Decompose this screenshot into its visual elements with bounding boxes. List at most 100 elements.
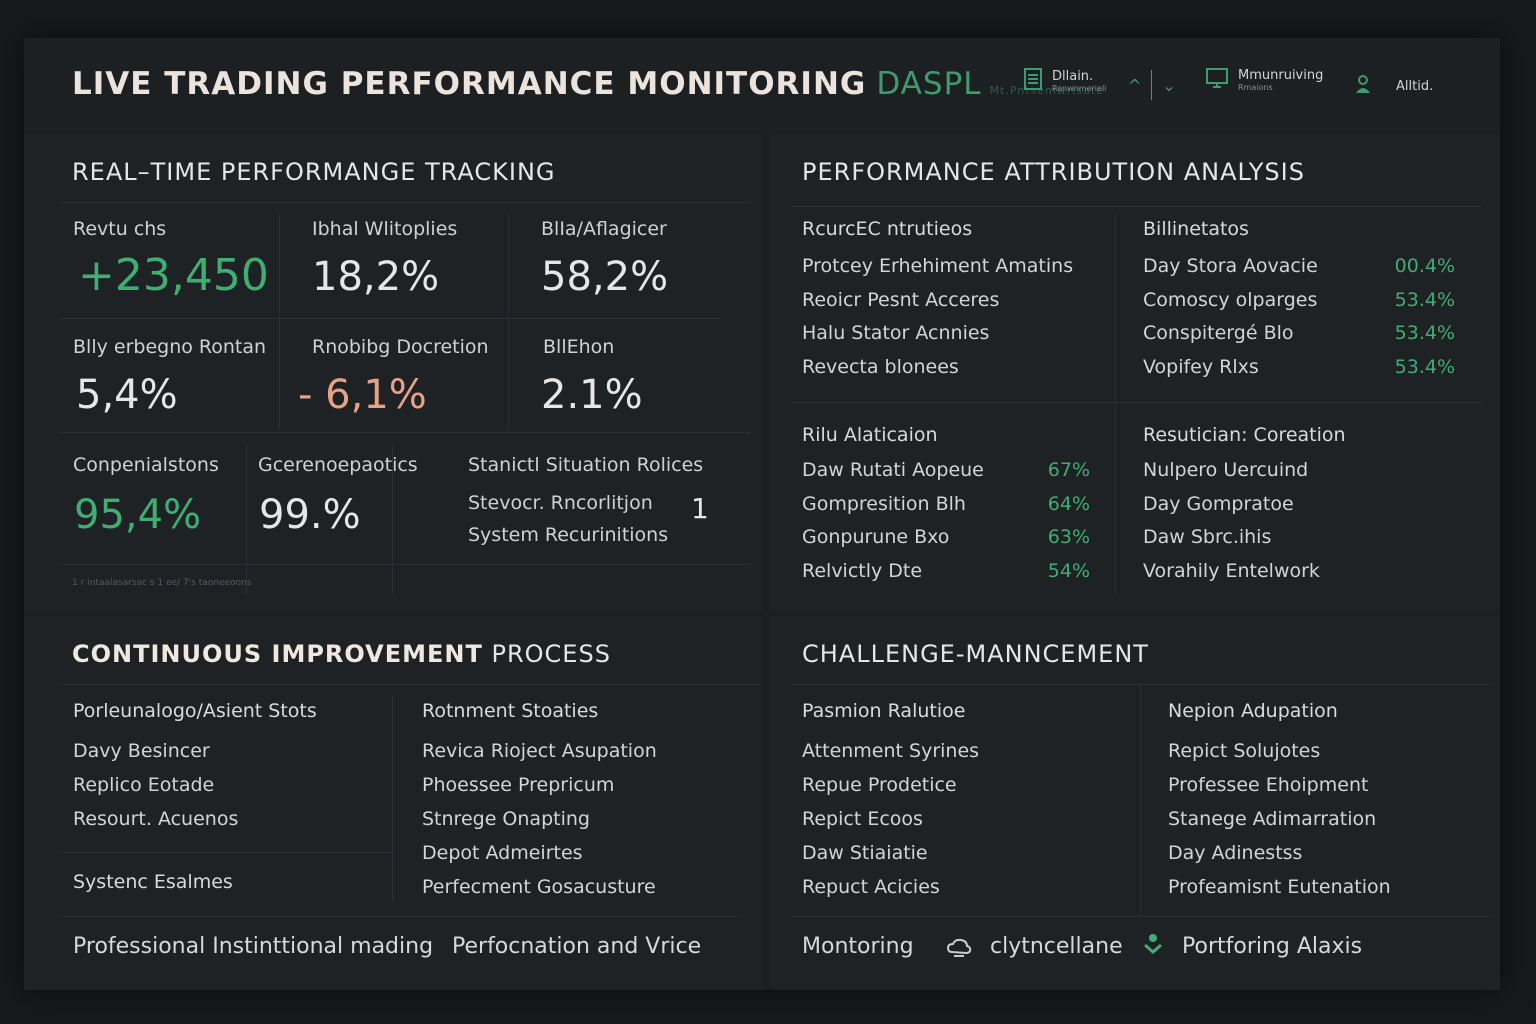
divider [60, 852, 392, 853]
improvement-panel: CONTINUOUS IMPROVEMENT PROCESS Porleunal… [24, 616, 762, 990]
list-item-pct: 54% [1047, 559, 1090, 582]
attribution-left-list: Protcey Erhehiment Amatins Reoicr Pesnt … [802, 250, 1102, 384]
list-item-label: Gonpurune Bxo [802, 526, 950, 548]
list-item: Comoscy olparges 53.4% [1143, 284, 1455, 318]
footer-link[interactable]: Perfocnation and Vrice [452, 934, 702, 959]
subsection-heading: Billinetatos [1143, 218, 1249, 240]
footer-link[interactable]: Montoring [802, 934, 914, 959]
dashboard-frame: LIVE TRADING PERFORMANCE MONITORING DASPL… [24, 38, 1500, 990]
list-item: Halu Stator Acnnies [802, 322, 990, 344]
page-title-text: LIVE TRADING PERFORMANCE MONITORING [72, 66, 867, 102]
improvement-title-bold: CONTINUOUS IMPROVEMENT [72, 640, 483, 668]
list-item: Professee Ehoipment [1168, 774, 1369, 796]
attribution-right-list: Day Stora Aovacie 00.4% Comoscy olparges 5… [1143, 250, 1455, 384]
improvement-right-list: Revica Rioject Asupation Phoessee Prepri… [422, 734, 657, 904]
list-item-label: Daw Rutati Aopeue [802, 459, 984, 481]
list-item: Vorahily Entelwork [1143, 559, 1320, 582]
divider [1115, 214, 1116, 594]
attribution-bottom-right-list: Nulpero Uercuind Day Gompratoe Daw Sbrc.… [1143, 454, 1463, 588]
improvement-title-rest: PROCESS [491, 640, 611, 668]
metric-value: 18,2% [312, 254, 440, 300]
divider [392, 696, 393, 901]
header-docs-sub: Renwnmerieli [1052, 83, 1107, 93]
divider [792, 916, 1492, 917]
list-item-pct: 67% [1047, 459, 1090, 481]
subsection-heading: Rotnment Stoaties [422, 700, 599, 722]
metric-label: Blly erbegno Rontan [73, 336, 267, 358]
list-item: Day Gompratoe [1143, 492, 1294, 515]
subsection-footer: Systenc Esalmes [73, 871, 233, 893]
shield-check-icon [1142, 932, 1164, 960]
list-item-pct: 53.4% [1394, 288, 1455, 311]
list-item: Revecta blonees [802, 355, 959, 378]
list-item: Protcey Erhehiment Amatins [802, 255, 1074, 277]
list-item: Repict Solujotes [1168, 740, 1321, 762]
monitor-icon [1206, 68, 1228, 93]
header-monitoring-label: Mmunruiving [1238, 67, 1324, 83]
header-toggle-group[interactable]: ^ ⌄ [1128, 70, 1176, 100]
attribution-bottom-left-list: Daw Rutati Aopeue 67% Gompresition Blh 64%… [802, 454, 1090, 588]
divider [246, 444, 247, 594]
metric-value: 99.% [259, 492, 361, 538]
list-item-label: Comoscy olparges [1143, 288, 1318, 311]
challenge-left-list: Attenment Syrines Repue Prodetice Repict… [802, 734, 979, 904]
list-item: Repuct Acicies [802, 876, 940, 898]
list-item-label: Day Stora Aovacie [1143, 255, 1318, 277]
title-accent: DASPL [876, 66, 982, 102]
list-item-label: Vopifey Rlxs [1143, 355, 1259, 378]
list-item-label: Relvictly Dte [802, 559, 923, 582]
list-item: Repict Ecoos [802, 808, 923, 830]
subsection-heading: Nepion Adupation [1168, 700, 1338, 722]
header-monitoring-button[interactable]: Mmunruiving Rmaions [1206, 68, 1323, 93]
improvement-panel-title: CONTINUOUS IMPROVEMENT PROCESS [72, 640, 611, 668]
document-icon [1024, 68, 1042, 95]
list-item-pct: 63% [1047, 526, 1090, 548]
attribution-panel: PERFORMANCE ATTRIBUTION ANALYSIS RcurcEC… [770, 134, 1500, 612]
divider [1140, 684, 1141, 916]
list-item-pct: 53.4% [1394, 355, 1455, 378]
list-item: Revica Rioject Asupation [422, 740, 657, 762]
list-item: Replico Eotade [73, 774, 215, 796]
list-item: Phoessee Prepricum [422, 774, 615, 796]
footer-link[interactable]: Professional Instinttional mading [73, 934, 434, 959]
metric-value: 58,2% [541, 254, 669, 300]
divider [60, 318, 720, 319]
subsection-heading: Pasmion Ralutioe [802, 700, 966, 722]
subsection-heading: Porleunalogo/Asient Stots [73, 700, 317, 722]
challenge-right-list: Repict Solujotes Professee Ehoipment Sta… [1168, 734, 1391, 904]
status-line: Stevocr. Rncorlitjon [468, 492, 653, 514]
metric-value: - 6,1% [298, 372, 427, 418]
header-docs-label: Dllain. [1052, 68, 1094, 84]
status-heading: Stanictl Situation Rolices [468, 454, 704, 476]
header-user-button[interactable]: Alltid. [1354, 74, 1433, 99]
status-count: 1 [691, 492, 709, 525]
footer-link[interactable]: clytncellane [990, 934, 1123, 959]
chevron-down-icon[interactable]: ⌄ [1162, 75, 1176, 95]
header-user-label: Alltid. [1396, 78, 1434, 94]
tracking-panel: REAL–TIME PERFORMANGE TRACKING Revtu chs… [24, 134, 762, 612]
list-item: Nulpero Uercuind [1143, 459, 1309, 481]
header-bar: LIVE TRADING PERFORMANCE MONITORING DASPL… [24, 38, 1500, 134]
metric-value: 95,4% [74, 492, 202, 538]
title-faint-text: Mt.Pntsemwrisate [989, 84, 1104, 97]
divider [60, 564, 750, 565]
list-item: Reoicr Pesnt Acceres [802, 288, 1000, 311]
list-item: Davy Besincer [73, 740, 210, 762]
chevron-up-icon[interactable]: ^ [1128, 75, 1142, 95]
improvement-left-list: Davy Besincer Replico Eotade Resourt. Ac… [73, 734, 238, 836]
divider [792, 206, 1482, 207]
subsection-heading: Resutician: Coreation [1143, 424, 1346, 446]
list-item: Day Adinestss [1168, 842, 1303, 864]
list-item: Repue Prodetice [802, 774, 957, 796]
metric-label: Gcerenoepaotics [258, 454, 418, 476]
list-item: Gonpurune Bxo 63% [802, 521, 1090, 555]
footer-link[interactable]: Portforing Alaxis [1182, 934, 1363, 959]
challenge-panel-title: CHALLENGE-MANNCEMENT [802, 640, 1149, 668]
list-item: Daw Sbrc.ihis [1143, 526, 1272, 548]
header-docs-button[interactable]: Dllain. Renwnmerieli [1024, 68, 1106, 95]
divider [60, 916, 740, 917]
metric-label: Conpenialstons [73, 454, 219, 476]
subsection-heading: RcurcEC ntrutieos [802, 218, 973, 240]
divider [279, 214, 280, 429]
header-divider [1151, 70, 1153, 100]
